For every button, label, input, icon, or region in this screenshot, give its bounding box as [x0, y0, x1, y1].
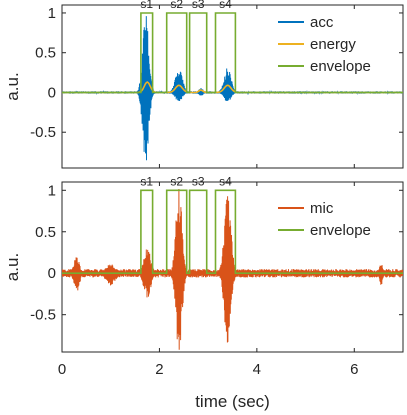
y-tick-label: 0	[48, 84, 56, 101]
series-line-envelope	[62, 12, 403, 94]
legend: acc energy envelope	[278, 14, 371, 75]
segment-label: s4	[219, 0, 232, 11]
segment-label: s4	[219, 174, 232, 188]
series-layer	[62, 12, 403, 161]
series-line-envelope	[62, 189, 403, 274]
x-axis-label: time (sec)	[195, 392, 270, 411]
y-tick-label: 1	[48, 5, 56, 22]
y-tick-label: -0.5	[30, 124, 56, 141]
y-tick-label: 0.5	[35, 224, 56, 241]
y-tick-label: -0.5	[30, 307, 56, 324]
y-tick-label: 0	[48, 265, 56, 282]
y-axis-label: a.u.	[3, 72, 22, 100]
y-tick-label: 1	[48, 182, 56, 199]
series-layer	[62, 188, 403, 350]
legend: mic envelope	[278, 200, 371, 239]
segment-label: s1	[140, 174, 153, 188]
legend-label-envelope: envelope	[310, 222, 371, 239]
segment-label: s3	[192, 174, 205, 188]
x-tick-label: 0	[58, 361, 66, 378]
y-tick-label: 0.5	[35, 45, 56, 62]
x-tick-label: 6	[350, 361, 358, 378]
segment-label: s1	[140, 0, 153, 11]
y-axis-label: a.u.	[3, 253, 22, 281]
segment-label: s2	[170, 0, 183, 11]
top-panel-acc: -0.5 0 0.5 1 a.u. s1 s2 s3 s4 acc energy envelope	[3, 0, 404, 169]
legend-label-mic: mic	[310, 200, 334, 217]
bottom-panel-mic: 0 2 4 6 -0.5 0 0.5 1 a.u. time (sec) s1 s2 s3 s4 mic en…	[3, 174, 404, 411]
x-tick-label: 4	[253, 361, 261, 378]
legend-label-envelope: envelope	[310, 58, 371, 75]
segment-label: s2	[170, 174, 183, 188]
x-tick-label: 2	[155, 361, 163, 378]
legend-label-energy: energy	[310, 36, 356, 53]
legend-label-acc: acc	[310, 14, 334, 31]
segment-label: s3	[192, 0, 205, 11]
